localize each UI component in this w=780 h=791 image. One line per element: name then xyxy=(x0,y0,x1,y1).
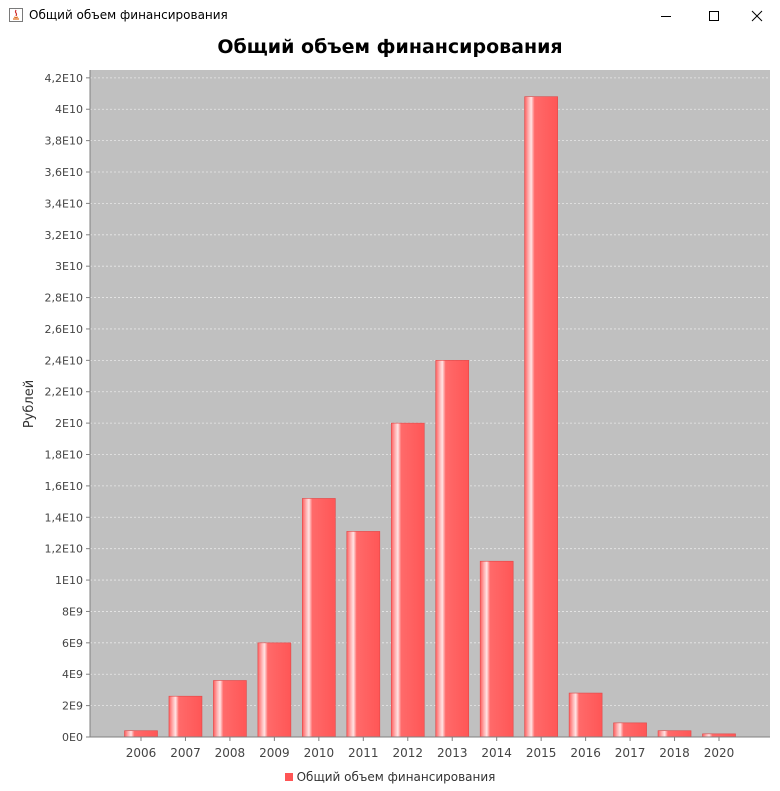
x-tick-label: 2007 xyxy=(170,746,201,760)
bar-2008 xyxy=(213,680,247,738)
y-tick-label: 1,2E10 xyxy=(45,543,83,556)
x-tick-label: 2020 xyxy=(704,746,735,760)
y-tick-label: 3,6E10 xyxy=(45,166,83,179)
y-tick-label: 2,2E10 xyxy=(45,386,83,399)
bar-2009 xyxy=(257,642,292,738)
bar-2016 xyxy=(568,692,603,738)
y-tick-label: 3,4E10 xyxy=(45,197,83,210)
y-tick-label: 3,2E10 xyxy=(45,229,83,242)
y-tick-label: 1,6E10 xyxy=(45,480,83,493)
bar-2018 xyxy=(657,730,692,738)
bar-2006 xyxy=(124,730,158,738)
bars xyxy=(124,96,736,738)
y-tick-label: 3E10 xyxy=(55,260,83,273)
window-title: Общий объем финансирования xyxy=(29,8,228,22)
y-tick-label: 4E10 xyxy=(55,103,83,116)
x-tick-label: 2008 xyxy=(215,746,246,760)
y-tick-label: 2,8E10 xyxy=(45,292,83,305)
maximize-button[interactable] xyxy=(691,0,737,31)
x-tick-label: 2012 xyxy=(392,746,423,760)
x-axis-ticks: 2006 2007 2008 2009 2010 2011 2012 2013 2014 2015… xyxy=(126,737,735,760)
y-tick-label: 2E9 xyxy=(62,700,83,713)
x-tick-label: 2009 xyxy=(259,746,290,760)
bar-2017 xyxy=(613,722,647,738)
close-button[interactable] xyxy=(734,0,780,31)
y-tick-label: 0E0 xyxy=(62,731,83,744)
bar-2010 xyxy=(302,498,336,738)
close-icon xyxy=(751,10,763,21)
x-tick-label: 2010 xyxy=(304,746,335,760)
window-titlebar[interactable]: Общий объем финансирования xyxy=(0,0,780,31)
legend-swatch xyxy=(284,773,293,781)
java-icon xyxy=(8,7,24,23)
minimize-icon xyxy=(661,15,671,17)
x-tick-label: 2018 xyxy=(659,746,690,760)
y-tick-label: 4,2E10 xyxy=(45,72,83,85)
gridlines xyxy=(90,77,770,707)
y-tick-label: 2E10 xyxy=(55,417,83,430)
legend: Общий объем финансирования xyxy=(0,770,780,784)
bar-2014 xyxy=(479,560,514,738)
y-tick-label: 2,6E10 xyxy=(45,323,83,336)
y-tick-label: 1,4E10 xyxy=(45,511,83,524)
x-tick-label: 2017 xyxy=(615,746,646,760)
x-tick-label: 2015 xyxy=(526,746,557,760)
y-tick-label: 3,8E10 xyxy=(45,135,83,148)
x-tick-label: 2011 xyxy=(348,746,379,760)
plot-area xyxy=(90,70,770,737)
x-tick-label: 2014 xyxy=(481,746,512,760)
x-tick-label: 2016 xyxy=(570,746,601,760)
bar-2015 xyxy=(524,96,558,738)
minimize-button[interactable] xyxy=(643,0,689,31)
bar-2011 xyxy=(346,531,381,738)
y-tick-label: 6E9 xyxy=(62,637,83,650)
y-tick-label: 1E10 xyxy=(55,574,83,587)
chart-title: Общий объем финансирования xyxy=(217,36,563,58)
y-tick-label: 2,4E10 xyxy=(45,354,83,367)
maximize-icon xyxy=(709,10,719,21)
bar-2007 xyxy=(168,695,203,738)
y-axis-ticks: 0E0 2E9 4E9 6E9 8E9 1E10 1,2E10 1,4E10 1,6E10 1,8… xyxy=(45,72,90,744)
y-axis-label: Рублей xyxy=(22,380,37,428)
y-tick-label: 1,8E10 xyxy=(45,449,83,462)
y-tick-label: 8E9 xyxy=(62,605,83,618)
y-tick-label: 4E9 xyxy=(62,668,83,681)
x-tick-label: 2013 xyxy=(437,746,468,760)
bar-2012 xyxy=(390,422,425,738)
legend-label: Общий объем финансирования xyxy=(296,770,496,784)
bar-2013 xyxy=(435,360,470,738)
x-tick-label: 2006 xyxy=(126,746,157,760)
